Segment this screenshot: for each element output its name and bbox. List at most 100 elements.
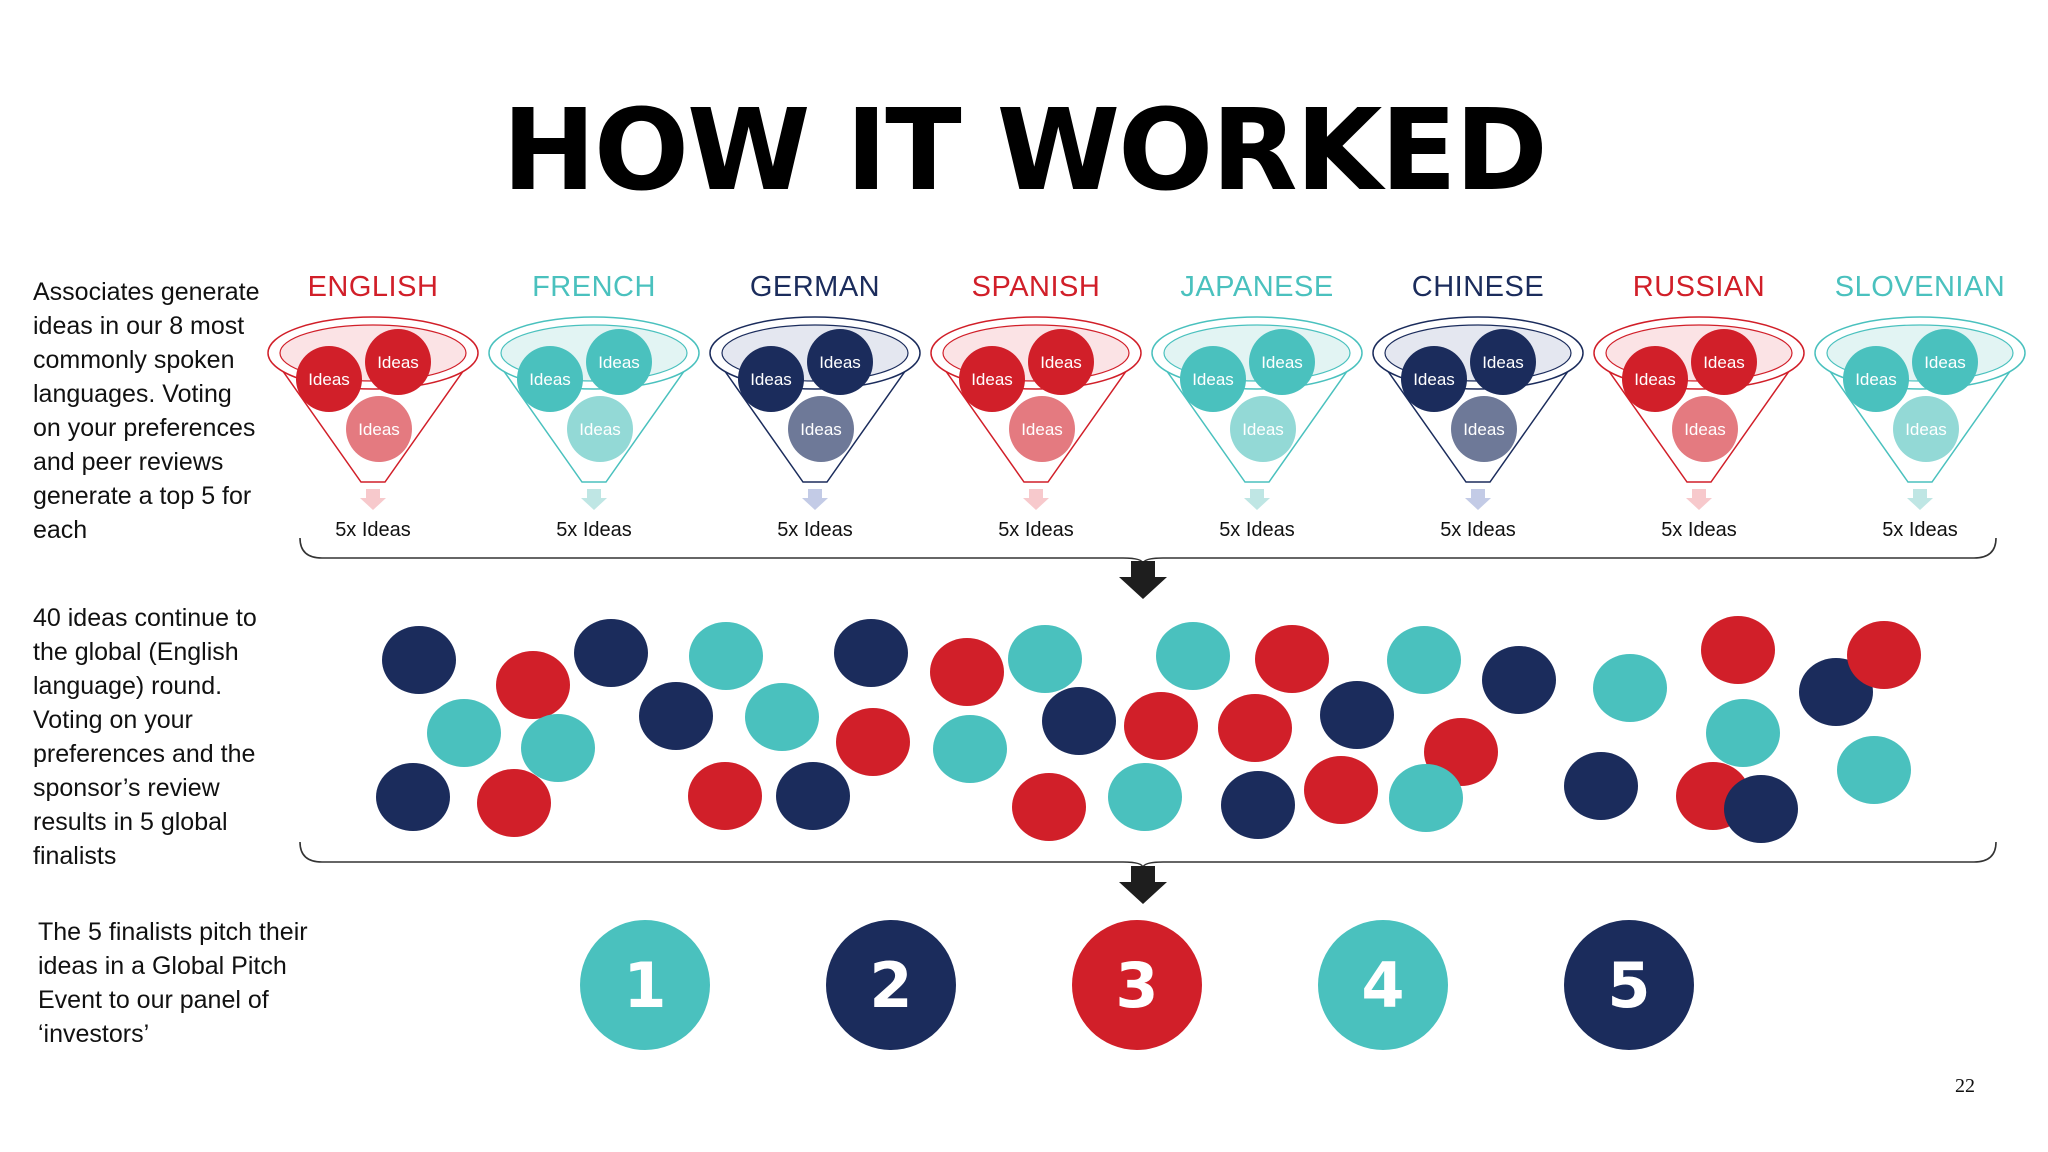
- idea-bubble-label: Ideas: [800, 420, 842, 439]
- idea-circle: [521, 714, 595, 782]
- idea-circle: [1564, 752, 1638, 820]
- funnel-output-label: 5x Ideas: [1882, 519, 1958, 541]
- down-arrow-icon: [1686, 489, 1712, 510]
- idea-bubble-label: Ideas: [529, 370, 571, 389]
- idea-bubble-label: Ideas: [1261, 353, 1303, 372]
- idea-bubble-label: Ideas: [308, 370, 350, 389]
- finalists-row: 1 2 3 4 5: [580, 920, 1694, 1050]
- funnel-output-label: 5x Ideas: [1661, 519, 1737, 541]
- step2-description: 40 ideas continue to the global (English…: [33, 604, 257, 870]
- idea-bubble-label: Ideas: [1021, 420, 1063, 439]
- idea-circle: [1012, 773, 1086, 841]
- idea-bubble: [1691, 329, 1757, 395]
- curly-bracket: [299, 537, 1997, 565]
- finalist-number: 5: [1607, 949, 1650, 1022]
- funnel-body: [1151, 349, 1363, 483]
- down-arrow-icon: [581, 489, 607, 510]
- idea-circle: [1593, 654, 1667, 722]
- down-arrow-icon: [802, 489, 828, 510]
- idea-circle: [496, 651, 570, 719]
- idea-bubble: [365, 329, 431, 395]
- idea-circle: [834, 619, 908, 687]
- idea-circle: [1156, 622, 1230, 690]
- finalist-circle: [580, 920, 710, 1050]
- language-label: SPANISH: [972, 271, 1101, 303]
- finalist-2: 2: [826, 920, 956, 1050]
- funnel-body: [488, 349, 700, 483]
- idea-bubble: [1180, 346, 1246, 412]
- idea-circle: [1255, 625, 1329, 693]
- idea-circle: [745, 683, 819, 751]
- idea-bubble-label: Ideas: [1634, 370, 1676, 389]
- funnel-slovenian: SLOVENIAN Ideas Ideas Ideas 5x Ideas: [1814, 271, 2026, 541]
- funnel-output-label: 5x Ideas: [556, 519, 632, 541]
- idea-bubble: [807, 329, 873, 395]
- funnel-french: FRENCH Ideas Ideas Ideas 5x Ideas: [488, 271, 700, 541]
- funnel-spanish: SPANISH Ideas Ideas Ideas 5x Ideas: [930, 271, 1142, 541]
- idea-bubble: [1009, 396, 1075, 462]
- idea-bubble-label: Ideas: [750, 370, 792, 389]
- idea-bubble: [1893, 396, 1959, 462]
- idea-circle: [1724, 775, 1798, 843]
- idea-bubble: [788, 396, 854, 462]
- idea-circle: [776, 762, 850, 830]
- idea-bubble: [586, 329, 652, 395]
- finalist-number: 1: [623, 949, 666, 1022]
- idea-circle: [688, 762, 762, 830]
- page-number: 22: [1955, 1075, 1975, 1097]
- idea-bubble-label: Ideas: [1192, 370, 1234, 389]
- slide-title: HOW IT WORKED: [502, 86, 1548, 216]
- finalist-4: 4: [1318, 920, 1448, 1050]
- idea-bubble: [1912, 329, 1978, 395]
- finalist-5: 5: [1564, 920, 1694, 1050]
- idea-bubble-label: Ideas: [1482, 353, 1524, 372]
- language-label: SLOVENIAN: [1835, 271, 2006, 303]
- idea-bubble-label: Ideas: [1413, 370, 1455, 389]
- bracket-global-round: [299, 841, 1997, 869]
- idea-bubble: [1843, 346, 1909, 412]
- language-funnels: ENGLISH Ideas Ideas Ideas 5x Ideas FRENCH Idea…: [267, 271, 2026, 541]
- idea-bubble: [1622, 346, 1688, 412]
- idea-bubble-label: Ideas: [377, 353, 419, 372]
- finalist-number: 4: [1361, 949, 1404, 1022]
- idea-bubble: [738, 346, 804, 412]
- idea-circle: [382, 626, 456, 694]
- idea-bubble-label: Ideas: [598, 353, 640, 372]
- funnel-output-label: 5x Ideas: [998, 519, 1074, 541]
- curly-bracket: [299, 841, 1997, 869]
- idea-bubble: [1672, 396, 1738, 462]
- idea-circle: [1124, 692, 1198, 760]
- idea-circle: [1482, 646, 1556, 714]
- idea-bubble: [567, 396, 633, 462]
- arrow-shape: [1119, 561, 1167, 599]
- funnel-english: ENGLISH Ideas Ideas Ideas 5x Ideas: [267, 271, 479, 541]
- language-label: CHINESE: [1412, 271, 1544, 303]
- funnel-japanese: JAPANESE Ideas Ideas Ideas 5x Ideas: [1151, 271, 1363, 541]
- idea-bubble-label: Ideas: [1905, 420, 1947, 439]
- idea-bubble-label: Ideas: [1855, 370, 1897, 389]
- idea-circle: [574, 619, 648, 687]
- finalist-number: 3: [1115, 949, 1158, 1022]
- idea-bubble-label: Ideas: [971, 370, 1013, 389]
- funnel-output-label: 5x Ideas: [335, 519, 411, 541]
- funnel-body: [267, 349, 479, 483]
- finalist-circle: [1318, 920, 1448, 1050]
- idea-circle: [1387, 626, 1461, 694]
- idea-circle: [477, 769, 551, 837]
- funnel-body: [930, 349, 1142, 483]
- funnel-body: [1814, 349, 2026, 483]
- idea-circle: [1108, 763, 1182, 831]
- idea-bubble: [959, 346, 1025, 412]
- idea-circle: [689, 622, 763, 690]
- idea-bubble-label: Ideas: [1684, 420, 1726, 439]
- idea-bubble-label: Ideas: [819, 353, 861, 372]
- language-label: GERMAN: [750, 271, 880, 303]
- language-label: JAPANESE: [1180, 271, 1333, 303]
- idea-circle: [1701, 616, 1775, 684]
- idea-bubble: [296, 346, 362, 412]
- funnel-chinese: CHINESE Ideas Ideas Ideas 5x Ideas: [1372, 271, 1584, 541]
- idea-bubble-label: Ideas: [579, 420, 621, 439]
- language-label: RUSSIAN: [1633, 271, 1765, 303]
- funnel-body: [1372, 349, 1584, 483]
